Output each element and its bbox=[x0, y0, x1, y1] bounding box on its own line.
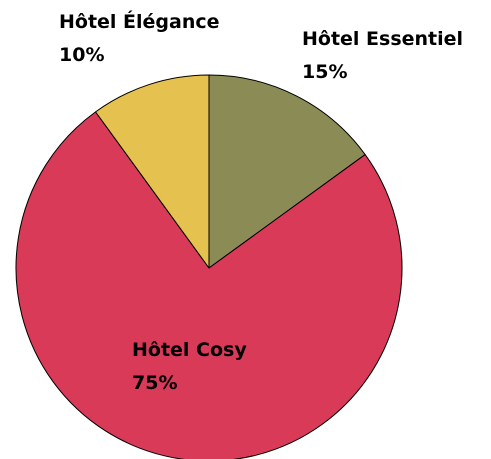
slice-label-hotel-essentiel: Hôtel Essentiel bbox=[302, 28, 463, 50]
pie-slice-hotel-essentiel bbox=[208, 74, 366, 269]
slice-value-hotel-essentiel: 15% bbox=[302, 61, 347, 83]
slice-value-hotel-elegance: 10% bbox=[59, 44, 104, 66]
pie-slices bbox=[15, 74, 403, 459]
slice-label-hotel-elegance: Hôtel Élégance bbox=[59, 10, 220, 33]
slice-label-hotel-cosy: Hôtel Cosy bbox=[132, 339, 247, 361]
pie-slice-hotel-elegance bbox=[95, 74, 210, 269]
slice-value-hotel-cosy: 75% bbox=[132, 372, 177, 394]
